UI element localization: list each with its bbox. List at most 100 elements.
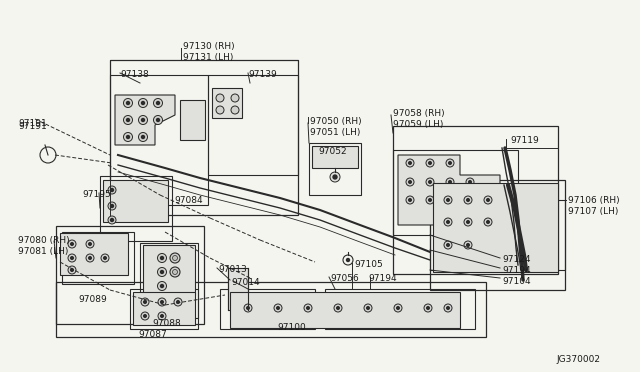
Circle shape [141, 102, 145, 105]
Text: 97052: 97052 [318, 147, 347, 156]
Text: 97195: 97195 [82, 190, 111, 199]
Text: 97058 (RH): 97058 (RH) [393, 109, 445, 118]
Polygon shape [433, 183, 558, 272]
Circle shape [409, 199, 412, 201]
Circle shape [409, 162, 412, 164]
Circle shape [158, 298, 166, 306]
Circle shape [104, 257, 106, 259]
Circle shape [157, 253, 166, 263]
Circle shape [138, 132, 147, 141]
Text: 97191: 97191 [18, 122, 47, 131]
Circle shape [173, 256, 177, 260]
Circle shape [467, 199, 469, 201]
Bar [309, 143, 361, 195]
Bar [208, 75, 298, 175]
Circle shape [449, 199, 451, 201]
Circle shape [89, 257, 92, 259]
Circle shape [101, 254, 109, 262]
Circle shape [141, 298, 149, 306]
Circle shape [468, 181, 471, 183]
Circle shape [157, 267, 166, 276]
Circle shape [444, 218, 452, 226]
Circle shape [157, 282, 166, 291]
Text: 97194: 97194 [368, 274, 397, 283]
Circle shape [244, 304, 252, 312]
Text: JG370002: JG370002 [556, 355, 600, 364]
Text: 97131 (LH): 97131 (LH) [183, 53, 234, 62]
Circle shape [337, 307, 339, 309]
Text: 97100: 97100 [277, 323, 306, 332]
Text: 97124: 97124 [502, 255, 531, 264]
Circle shape [161, 301, 163, 303]
Text: 97059 (LH): 97059 (LH) [393, 120, 444, 129]
Circle shape [154, 115, 163, 125]
Circle shape [158, 312, 166, 320]
Text: 97089: 97089 [78, 295, 107, 304]
Circle shape [307, 307, 309, 309]
Polygon shape [312, 146, 358, 168]
Circle shape [141, 135, 145, 138]
Bar [56, 226, 204, 324]
Circle shape [406, 196, 414, 204]
Circle shape [464, 241, 472, 249]
Bar [110, 60, 298, 215]
Text: 97051 (LH): 97051 (LH) [310, 128, 360, 137]
Circle shape [444, 241, 452, 249]
Circle shape [346, 259, 349, 262]
Circle shape [124, 132, 132, 141]
Circle shape [154, 99, 163, 108]
Circle shape [397, 307, 399, 309]
Text: 97087: 97087 [138, 330, 167, 339]
Circle shape [108, 202, 116, 210]
Polygon shape [230, 292, 460, 328]
Circle shape [468, 199, 471, 201]
Circle shape [144, 315, 147, 317]
Circle shape [161, 285, 163, 288]
Circle shape [177, 301, 179, 303]
Text: 97107 (LH): 97107 (LH) [568, 207, 618, 216]
Circle shape [161, 270, 163, 273]
Bar [130, 289, 198, 329]
Circle shape [486, 199, 490, 201]
Circle shape [68, 254, 76, 262]
Polygon shape [143, 245, 195, 295]
Circle shape [86, 254, 94, 262]
Circle shape [467, 244, 469, 246]
Text: 97194: 97194 [502, 266, 531, 275]
Circle shape [141, 119, 145, 122]
Circle shape [161, 315, 163, 317]
Text: 97104: 97104 [502, 277, 531, 286]
Circle shape [70, 269, 74, 271]
Circle shape [333, 175, 337, 179]
Circle shape [429, 162, 431, 164]
Circle shape [216, 94, 224, 102]
Circle shape [141, 312, 149, 320]
Bar [56, 282, 486, 337]
Circle shape [427, 307, 429, 309]
Circle shape [70, 243, 74, 245]
Text: 97138: 97138 [120, 70, 148, 79]
Circle shape [170, 267, 180, 277]
Circle shape [246, 307, 250, 309]
Circle shape [231, 106, 239, 114]
Polygon shape [103, 180, 168, 222]
Text: 97084: 97084 [174, 196, 203, 205]
Text: 97081 (LH): 97081 (LH) [18, 247, 68, 256]
Circle shape [304, 304, 312, 312]
Circle shape [406, 159, 414, 167]
Circle shape [127, 119, 129, 122]
Circle shape [446, 159, 454, 167]
Circle shape [231, 94, 239, 102]
Circle shape [426, 196, 434, 204]
Circle shape [484, 218, 492, 226]
Circle shape [334, 304, 342, 312]
Circle shape [447, 221, 449, 223]
Circle shape [89, 243, 92, 245]
Circle shape [70, 257, 74, 259]
Text: 97139: 97139 [248, 70, 276, 79]
Circle shape [464, 218, 472, 226]
Text: 97013: 97013 [218, 265, 247, 274]
Circle shape [86, 240, 94, 248]
Bar [140, 243, 198, 318]
Circle shape [111, 218, 113, 221]
